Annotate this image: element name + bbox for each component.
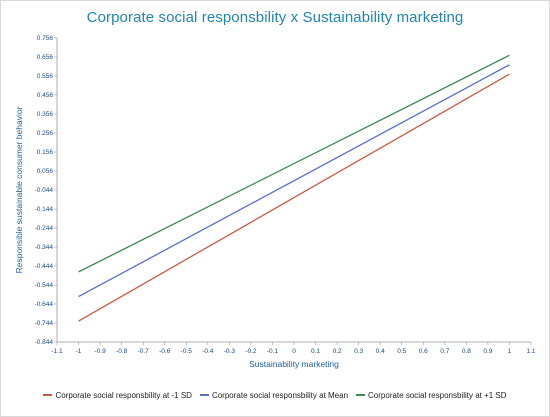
- y-tick-label: 0.656: [37, 54, 54, 61]
- x-tick-label: 0.2: [333, 348, 342, 355]
- y-axis-ticks: 0.756 0.656 0.556 0.456 0.356 0.256 0.156 0.056…: [35, 35, 57, 346]
- y-tick-label: 0.756: [37, 35, 54, 42]
- x-tick-label: 1: [508, 348, 512, 355]
- x-tick-label: 1.1: [526, 348, 535, 355]
- x-tick-label: 0.6: [419, 348, 428, 355]
- x-tick-label: 0.4: [376, 348, 385, 355]
- x-tick-label: 0.1: [311, 348, 320, 355]
- x-tick-label: 0: [292, 348, 296, 355]
- y-tick-label: 0.256: [37, 130, 54, 137]
- legend-item: Corporate social responsbility at +1 SD: [356, 391, 507, 400]
- y-tick-label: -0.344: [35, 244, 54, 251]
- x-tick-label: -0.2: [245, 348, 257, 355]
- legend-swatch: [43, 394, 53, 396]
- chart-title: Corporate social responsbility x Sustain…: [86, 9, 464, 26]
- legend-swatch: [199, 394, 209, 396]
- y-tick-label: -0.144: [35, 206, 54, 213]
- x-tick-label: -1: [76, 348, 82, 355]
- x-axis-ticks: -1.1 -1 -0.9 -0.8 -0.7 -0.6 -0.5 -0.4 -0.3 -0.2 -0…: [51, 342, 536, 355]
- x-tick-label: -0.4: [202, 348, 214, 355]
- x-tick-label: -0.6: [159, 348, 171, 355]
- legend-label: Corporate social responsbility at Mean: [211, 390, 349, 400]
- y-tick-label: 0.056: [37, 168, 54, 175]
- legend-item: Corporate social responsbility at Mean: [199, 390, 349, 400]
- y-tick-label: -0.744: [35, 320, 54, 327]
- x-tick-label: -1.1: [51, 348, 63, 355]
- x-tick-label: 0.3: [354, 348, 363, 355]
- y-tick-label: -0.044: [35, 187, 54, 194]
- legend-item: Corporate social responsbility at -1 SD: [43, 391, 192, 400]
- chart-legend: Corporate social responsbility at -1 SD C…: [0, 388, 550, 402]
- y-tick-label: -0.444: [35, 263, 54, 270]
- series-line-2: [78, 54, 510, 273]
- series-lines: [78, 54, 510, 322]
- y-tick-label: -0.844: [35, 339, 54, 346]
- y-tick-label: -0.644: [35, 301, 54, 308]
- x-tick-label: -0.9: [94, 348, 106, 355]
- series-line-0: [78, 73, 510, 322]
- series-line-1: [78, 64, 510, 298]
- x-tick-label: 0.5: [397, 348, 406, 355]
- x-tick-label: -0.7: [138, 348, 150, 355]
- x-tick-label: 0.9: [483, 348, 492, 355]
- x-axis-label: Sustainability marketing: [249, 359, 339, 369]
- x-tick-label: 0.8: [462, 348, 471, 355]
- y-tick-label: 0.456: [37, 92, 54, 99]
- y-tick-label: 0.556: [37, 73, 54, 80]
- x-tick-label: -0.8: [116, 348, 128, 355]
- x-tick-label: -0.3: [224, 348, 236, 355]
- x-tick-label: 0.7: [440, 348, 449, 355]
- x-tick-label: -0.5: [181, 348, 193, 355]
- y-tick-label: 0.156: [37, 149, 54, 156]
- axes: [56, 38, 531, 343]
- legend-label: Corporate social responsbility at -1 SD: [55, 390, 192, 400]
- legend-swatch: [356, 394, 366, 396]
- y-tick-label: -0.544: [35, 282, 54, 289]
- y-axis-label: Responsible sustainable consumer behavio…: [14, 106, 24, 273]
- x-tick-label: -0.1: [267, 348, 279, 355]
- legend-label: Corporate social responsbility at +1 SD: [368, 390, 507, 400]
- y-tick-label: -0.244: [35, 225, 54, 232]
- y-tick-label: 0.356: [37, 111, 54, 118]
